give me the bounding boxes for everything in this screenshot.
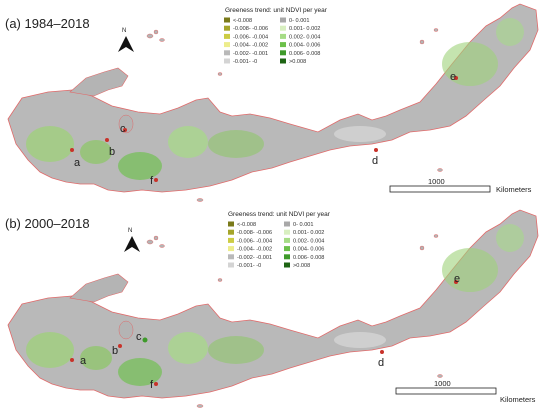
legend-label-left-3: -0.004- -0.002 bbox=[233, 43, 268, 49]
site-a-label: a bbox=[74, 157, 81, 169]
site-f-marker bbox=[154, 382, 158, 386]
legend-label-right-0: 0- 0.001 bbox=[293, 222, 314, 228]
panel-b-site-labels: a b c d e f bbox=[70, 273, 460, 391]
panel-a-north-label: N bbox=[122, 28, 126, 34]
legend-label-left-1: -0.008- -0.006 bbox=[237, 230, 272, 236]
legend-label-right-5: >0.008 bbox=[289, 59, 306, 65]
site-a-marker bbox=[70, 148, 74, 152]
panel-b-legend: Greeness trend: unit NDVI per year <-0.0… bbox=[228, 211, 331, 269]
legend-label-right-1: 0.001- 0.002 bbox=[293, 230, 324, 236]
site-b-label: b bbox=[112, 345, 118, 357]
panel-a: (a) 1984–2018 N Greeness trend: unit NDV… bbox=[5, 3, 539, 202]
site-b-marker bbox=[118, 344, 122, 348]
legend-label-left-0: <-0.008 bbox=[237, 222, 256, 228]
legend-label-left-5: -0.001- -0 bbox=[237, 263, 261, 269]
legend-label-left-0: <-0.008 bbox=[233, 18, 252, 24]
panel-b-legend-right: 0- 0.001 0.001- 0.002 0.002- 0.004 0.004- 0… bbox=[284, 221, 324, 269]
panel-b: (b) 2000–2018 N Greeness trend: unit NDV… bbox=[5, 209, 539, 408]
legend-label-right-5: >0.008 bbox=[293, 263, 310, 269]
panel-b-legend-title: Greeness trend: unit NDVI per year bbox=[228, 211, 331, 218]
legend-label-right-3: 0.004- 0.006 bbox=[293, 247, 324, 253]
legend-label-right-0: 0- 0.001 bbox=[289, 18, 310, 24]
panel-a-north-arrow-icon: N bbox=[118, 28, 134, 52]
site-d-label: d bbox=[378, 357, 384, 369]
panel-b-map bbox=[7, 209, 539, 408]
site-c-marker bbox=[123, 128, 127, 132]
panel-a-scale-unit: Kilometers bbox=[496, 185, 532, 194]
legend-label-left-3: -0.004- -0.002 bbox=[237, 247, 272, 253]
site-e-marker bbox=[454, 280, 458, 284]
legend-label-right-2: 0.002- 0.004 bbox=[293, 238, 324, 244]
legend-label-left-1: -0.008- -0.006 bbox=[233, 26, 268, 32]
legend-swatch-right-0 bbox=[284, 221, 290, 227]
legend-swatch-right-2 bbox=[284, 237, 290, 243]
site-b-label: b bbox=[109, 146, 115, 158]
legend-swatch-right-5 bbox=[280, 58, 286, 64]
legend-label-left-2: -0.006- -0.004 bbox=[237, 238, 272, 244]
site-c-label: c bbox=[136, 331, 142, 343]
panel-a-site-labels: a b c d e f bbox=[70, 71, 458, 187]
legend-swatch-left-0 bbox=[228, 221, 234, 227]
site-e-marker bbox=[454, 76, 458, 80]
legend-label-right-4: 0.006- 0.008 bbox=[289, 51, 320, 57]
panel-b-north-label: N bbox=[128, 228, 132, 234]
legend-label-left-2: -0.006- -0.004 bbox=[233, 34, 268, 40]
legend-swatch-left-1 bbox=[228, 229, 234, 235]
legend-swatch-right-5 bbox=[284, 262, 290, 268]
panel-b-scale-bar: 1000 Kilometers bbox=[395, 379, 536, 404]
legend-swatch-right-1 bbox=[280, 25, 286, 31]
site-d-label: d bbox=[372, 155, 378, 167]
legend-swatch-right-0 bbox=[280, 17, 286, 23]
panel-a-legend-title: Greeness trend: unit NDVI per year bbox=[225, 7, 328, 14]
legend-swatch-left-2 bbox=[228, 237, 234, 243]
legend-swatch-left-1 bbox=[224, 25, 230, 31]
panel-a-legend-left: <-0.008 -0.008- -0.006 -0.006- -0.004 -0.00… bbox=[224, 17, 268, 65]
legend-swatch-left-2 bbox=[224, 33, 230, 39]
site-d-marker bbox=[374, 148, 378, 152]
panel-b-scale-unit: Kilometers bbox=[500, 395, 536, 404]
site-e-label: e bbox=[450, 71, 456, 83]
legend-swatch-left-5 bbox=[228, 262, 234, 268]
site-a-marker bbox=[70, 358, 74, 362]
legend-swatch-left-4 bbox=[224, 50, 230, 56]
legend-swatch-left-3 bbox=[224, 42, 230, 48]
site-b-marker bbox=[105, 138, 109, 142]
site-c-label: c bbox=[120, 123, 126, 135]
legend-swatch-right-3 bbox=[284, 246, 290, 252]
legend-swatch-right-4 bbox=[280, 50, 286, 56]
legend-label-left-4: -0.002- -0.001 bbox=[233, 51, 268, 57]
legend-swatch-right-1 bbox=[284, 229, 290, 235]
panel-a-scale-value: 1000 bbox=[428, 177, 445, 186]
panel-a-title: (a) 1984–2018 bbox=[5, 16, 90, 31]
legend-label-left-5: -0.001- -0 bbox=[233, 59, 257, 65]
site-c-marker bbox=[142, 337, 148, 343]
legend-swatch-left-3 bbox=[228, 246, 234, 252]
legend-swatch-left-5 bbox=[224, 58, 230, 64]
site-d-marker bbox=[380, 350, 384, 354]
site-e-label: e bbox=[454, 273, 460, 285]
site-a-label: a bbox=[80, 355, 87, 367]
legend-swatch-right-2 bbox=[280, 33, 286, 39]
panel-a-map bbox=[7, 3, 539, 202]
panel-b-scale-value: 1000 bbox=[434, 379, 451, 388]
panel-b-title: (b) 2000–2018 bbox=[5, 216, 90, 231]
legend-label-right-2: 0.002- 0.004 bbox=[289, 34, 320, 40]
panel-a-legend: Greeness trend: unit NDVI per year <-0.0… bbox=[224, 7, 328, 65]
panel-a-legend-right: 0- 0.001 0.001- 0.002 0.002- 0.004 0.004- 0… bbox=[280, 17, 320, 65]
legend-swatch-right-3 bbox=[280, 42, 286, 48]
panel-b-legend-left: <-0.008 -0.008- -0.006 -0.006- -0.004 -0.00… bbox=[228, 221, 272, 269]
site-f-label: f bbox=[150, 175, 154, 187]
site-f-label: f bbox=[150, 379, 154, 391]
legend-swatch-left-0 bbox=[224, 17, 230, 23]
panel-b-north-arrow-icon: N bbox=[124, 228, 140, 252]
legend-swatch-left-4 bbox=[228, 254, 234, 260]
site-f-marker bbox=[154, 178, 158, 182]
legend-label-right-1: 0.001- 0.002 bbox=[289, 26, 320, 32]
legend-label-right-4: 0.006- 0.008 bbox=[293, 255, 324, 261]
panel-a-scale-bar: 1000 Kilometers bbox=[389, 177, 532, 194]
legend-label-left-4: -0.002- -0.001 bbox=[237, 255, 272, 261]
legend-swatch-right-4 bbox=[284, 254, 290, 260]
legend-label-right-3: 0.004- 0.006 bbox=[289, 43, 320, 49]
